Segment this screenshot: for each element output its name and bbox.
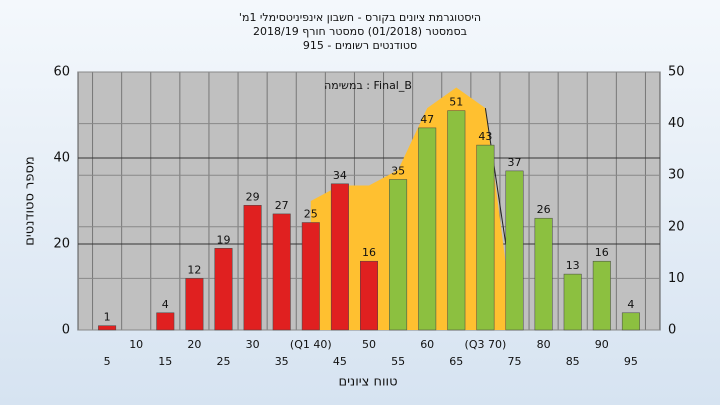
x-tick-label: 25 — [217, 355, 231, 368]
value-label: 12 — [187, 263, 201, 276]
x-tick-label: (Q3 70) — [465, 338, 507, 351]
x-tick-label: 15 — [158, 355, 172, 368]
bar — [185, 278, 204, 331]
chart-subtitle: בסמסטר (01/2018) סמסטר חורף 2018/19 — [253, 25, 467, 38]
bar — [505, 170, 524, 331]
y2-tick-label: 20 — [668, 219, 685, 234]
value-label: 26 — [537, 203, 551, 216]
bar — [214, 248, 233, 331]
y-tick-label: 40 — [53, 151, 70, 166]
value-label: 27 — [275, 199, 289, 212]
bar — [389, 179, 408, 331]
x-tick-label: 85 — [566, 355, 580, 368]
x-tick-label: 65 — [449, 355, 463, 368]
bar — [592, 260, 611, 331]
bar — [534, 217, 553, 331]
bar — [272, 213, 291, 331]
y2-tick-label: 10 — [668, 271, 685, 286]
x-tick-label: 95 — [624, 355, 638, 368]
x-tick-label: 55 — [391, 355, 405, 368]
y2-tick-label: 0 — [668, 323, 676, 338]
x-tick-label: 50 — [362, 338, 376, 351]
x-tick-label: (Q1 40) — [290, 338, 332, 351]
value-label: 47 — [420, 113, 434, 126]
bar — [563, 273, 582, 331]
value-label: 13 — [566, 259, 580, 272]
bar — [360, 260, 378, 331]
x-tick-label: 35 — [275, 355, 289, 368]
value-label: 37 — [508, 156, 522, 169]
bar — [301, 222, 320, 331]
bar — [621, 312, 640, 331]
value-label: 1 — [104, 311, 111, 324]
value-label: 34 — [333, 169, 347, 182]
area-edge — [484, 108, 507, 245]
y-tick-label: 20 — [53, 237, 70, 252]
y2-tick-label: 50 — [668, 65, 685, 80]
bar — [156, 312, 175, 331]
value-label: 19 — [217, 233, 231, 246]
chart-title: 'היסטוגרמת ציונים בקורס - חשבון אינפיניט… — [239, 11, 481, 24]
x-tick-label: 20 — [187, 338, 201, 351]
value-label: 51 — [449, 96, 463, 109]
y-axis-title: מספר סטודנטים — [23, 156, 38, 246]
y2-tick-label: 40 — [668, 116, 685, 131]
value-label: 35 — [391, 165, 405, 178]
bar — [447, 110, 466, 331]
y-tick-label: 60 — [53, 65, 70, 80]
x-tick-label: 80 — [537, 338, 551, 351]
bar — [98, 325, 117, 331]
bar — [418, 127, 437, 331]
x-tick-label: 60 — [420, 338, 434, 351]
x-tick-label: 90 — [595, 338, 609, 351]
x-tick-label: 30 — [246, 338, 260, 351]
value-label: 29 — [246, 190, 260, 203]
x-tick-label: 45 — [333, 355, 347, 368]
bar — [243, 205, 262, 331]
bar — [330, 183, 349, 331]
value-label: 25 — [304, 208, 318, 221]
x-tick-label: 75 — [508, 355, 522, 368]
chart-subtitle: סטודנטים רשומים - 915 — [303, 39, 417, 52]
value-label: 16 — [362, 246, 376, 259]
x-tick-label: 5 — [104, 355, 111, 368]
bar — [476, 144, 495, 331]
x-axis-title: טווח ציונים — [338, 375, 397, 390]
annotation: במשימה : Final_B — [324, 79, 412, 92]
y-tick-label: 0 — [62, 323, 70, 338]
x-tick-label: 10 — [129, 338, 143, 351]
value-label: 4 — [162, 298, 169, 311]
value-label: 4 — [627, 298, 634, 311]
value-label: 43 — [478, 130, 492, 143]
y2-tick-label: 30 — [668, 168, 685, 183]
value-label: 16 — [595, 246, 609, 259]
